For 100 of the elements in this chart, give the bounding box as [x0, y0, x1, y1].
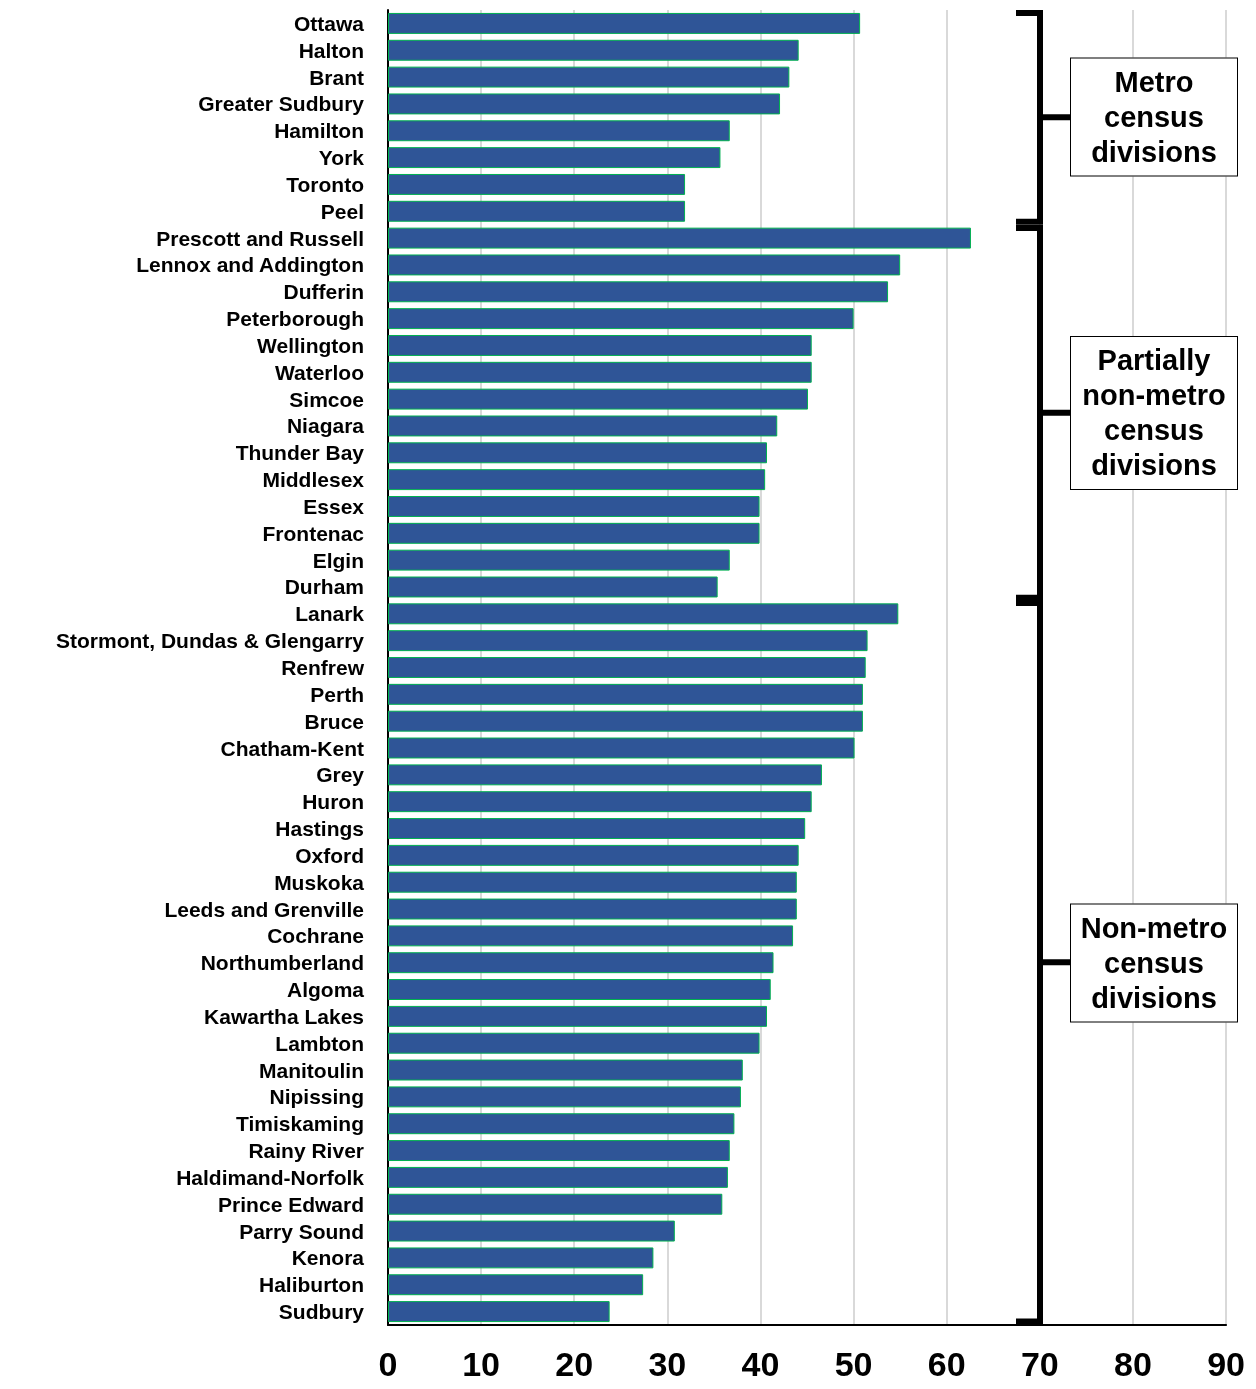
bar	[388, 227, 971, 249]
y-tick-label: Muskoka	[274, 870, 365, 894]
x-tick-label: 20	[555, 1345, 594, 1383]
x-tick-label: 0	[378, 1345, 398, 1383]
y-tick-label: Kenora	[291, 1246, 365, 1270]
y-tick-label: Rainy River	[248, 1139, 364, 1163]
y-tick-label: Waterloo	[274, 360, 364, 384]
bar	[388, 173, 686, 195]
x-tick-label: 50	[834, 1345, 873, 1383]
y-tick-label: Haldimand-Norfolk	[176, 1165, 365, 1189]
y-tick-label: Peterborough	[226, 307, 364, 331]
bar	[388, 1005, 767, 1027]
y-tick-label: Halton	[298, 38, 364, 62]
bar	[388, 1140, 730, 1162]
y-tick-label: Oxford	[295, 843, 364, 867]
bar	[388, 657, 866, 678]
y-tick-label: Cochrane	[267, 924, 364, 948]
y-tick-label: Haliburton	[259, 1273, 364, 1297]
bar	[388, 66, 790, 88]
y-tick-label: Peel	[320, 199, 364, 223]
x-tick-label: 80	[1114, 1345, 1152, 1383]
y-tick-label: Algoma	[286, 978, 365, 1002]
y-tick-label: Chatham-Kent	[220, 736, 364, 760]
bar	[388, 281, 889, 303]
bar	[388, 1059, 743, 1081]
y-tick-label: Ottawa	[293, 11, 365, 35]
bar	[388, 1247, 654, 1269]
y-tick-label: Manitoulin	[259, 1058, 364, 1082]
bar	[388, 200, 686, 222]
y-tick-label: Huron	[302, 790, 364, 814]
y-tick-label: Sudbury	[278, 1300, 365, 1324]
y-tick-label: Northumberland	[200, 951, 364, 975]
bar	[388, 120, 730, 142]
y-tick-label: Wellington	[257, 333, 364, 357]
bar	[388, 925, 794, 947]
y-tick-label: Hamilton	[274, 119, 364, 143]
x-tick-label: 60	[927, 1345, 966, 1383]
y-tick-label: Timiskaming	[236, 1112, 364, 1136]
bar	[388, 1113, 735, 1135]
y-tick-label: Perth	[310, 682, 364, 706]
y-tick-label: Leeds and Grenville	[164, 897, 364, 921]
bar	[388, 1193, 723, 1215]
bar	[388, 871, 797, 893]
y-tick-label: Durham	[284, 575, 364, 599]
bar	[388, 39, 799, 61]
y-tick-label: Hastings	[275, 817, 364, 841]
annotation: Metro census divisions	[1070, 57, 1238, 177]
bar	[388, 818, 806, 839]
bar	[388, 603, 899, 625]
bar	[388, 791, 812, 813]
y-tick-label: Lambton	[275, 1031, 364, 1055]
bar	[388, 1301, 610, 1323]
bar	[388, 549, 730, 571]
y-tick-label: Grey	[316, 763, 365, 787]
bar	[388, 308, 854, 330]
bar	[388, 1220, 675, 1242]
y-tick-label: York	[318, 146, 365, 170]
x-tick-label: 90	[1207, 1345, 1245, 1383]
y-tick-label: Simcoe	[289, 387, 364, 411]
bar	[388, 683, 863, 705]
bar	[388, 415, 778, 437]
annotation: Non-metro census divisions	[1070, 903, 1238, 1023]
y-tick-label: Parry Sound	[239, 1219, 364, 1243]
bar	[388, 1274, 644, 1296]
y-tick-label: Prescott and Russell	[156, 226, 364, 250]
bar	[388, 361, 812, 383]
y-tick-label: Toronto	[286, 172, 364, 196]
y-tick-label: Prince Edward	[218, 1192, 364, 1216]
bar	[388, 388, 808, 410]
y-tick-label: Elgin	[312, 548, 364, 572]
x-tick-label: 10	[462, 1345, 501, 1383]
bar	[388, 844, 799, 866]
y-tick-label: Renfrew	[281, 656, 365, 679]
bar	[388, 710, 863, 732]
bar	[388, 737, 855, 759]
y-tick-label: Thunder Bay	[235, 441, 365, 465]
bar	[388, 764, 822, 786]
y-tick-label: Frontenac	[262, 521, 365, 545]
y-tick-label: Greater Sudbury	[198, 92, 365, 116]
y-tick-label: Stormont, Dundas & Glengarry	[55, 629, 365, 653]
y-tick-label: Nipissing	[269, 1085, 364, 1109]
y-tick-label: Essex	[303, 494, 365, 518]
bar	[388, 979, 771, 1001]
bar	[388, 522, 760, 544]
bar	[388, 469, 766, 491]
x-tick-label: 30	[648, 1345, 687, 1383]
bar	[388, 93, 781, 115]
bar	[388, 898, 797, 920]
y-tick-label: Bruce	[304, 709, 364, 733]
y-tick-label: Dufferin	[283, 280, 364, 304]
bar	[388, 147, 721, 169]
bar	[388, 1032, 760, 1054]
bar	[388, 496, 760, 517]
y-tick-label: Niagara	[286, 414, 365, 438]
y-tick-label: Lanark	[295, 602, 365, 626]
bar	[388, 254, 901, 276]
bar	[388, 1086, 741, 1108]
y-tick-label: Brant	[309, 65, 364, 89]
bar	[388, 334, 812, 356]
annotation: Partially non-metro census divisions	[1070, 335, 1238, 490]
